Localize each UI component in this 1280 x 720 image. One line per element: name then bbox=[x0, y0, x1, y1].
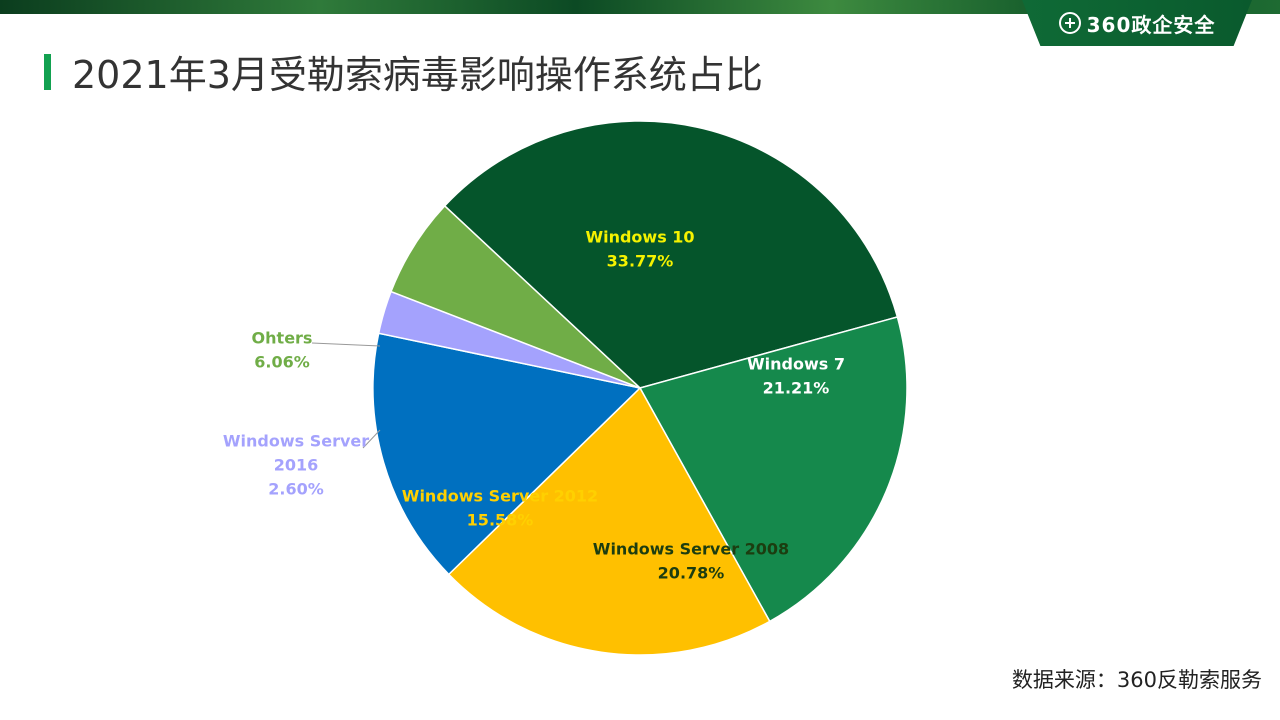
pie-slice-windows-7 bbox=[638, 316, 908, 623]
page-title: 2021年3月受勒索病毒影响操作系统占比 bbox=[72, 53, 763, 97]
slice-value-windows-server-2008: 20.78% bbox=[658, 564, 725, 583]
plus-circle-icon bbox=[1058, 12, 1081, 34]
slice-label-windows-server-2016: Windows Server bbox=[223, 432, 369, 451]
slice-value-windows-10: 33.77% bbox=[607, 252, 674, 271]
slice-label-windows-10: Windows 10 bbox=[585, 228, 694, 247]
brand-logo: 360政企安全 bbox=[1022, 0, 1252, 46]
leader-line-ohters bbox=[311, 342, 381, 347]
slice-value-windows-7: 21.21% bbox=[763, 379, 830, 398]
slice-label-windows-server-2012: Windows Server 2012 bbox=[402, 487, 598, 506]
slice-value-windows-server-2012: 15.58% bbox=[467, 511, 534, 530]
top-banner bbox=[0, 0, 1280, 14]
pie-slice-windows-server-2008 bbox=[447, 386, 771, 656]
slice-label-ohters: Ohters bbox=[252, 329, 313, 348]
slice-value-ohters: 6.06% bbox=[254, 353, 310, 372]
slice-label-windows-7: Windows 7 bbox=[747, 355, 845, 374]
slice-label-windows-server-2008: Windows Server 2008 bbox=[593, 540, 789, 559]
slice-value-windows-server-2016: 2.60% bbox=[268, 480, 324, 499]
title-accent-bar bbox=[44, 54, 51, 90]
pie-slice-windows-10 bbox=[443, 120, 899, 389]
pie-slice-windows-server-2012 bbox=[372, 332, 642, 576]
slice-label-windows-server-2016: 2016 bbox=[274, 456, 319, 475]
brand-name: 360政企安全 bbox=[1086, 12, 1216, 37]
data-source-note: 数据来源：360反勒索服务 bbox=[1011, 668, 1262, 692]
leader-line-windows-server-2016 bbox=[362, 429, 381, 449]
pie-slice-ohters bbox=[390, 204, 641, 389]
